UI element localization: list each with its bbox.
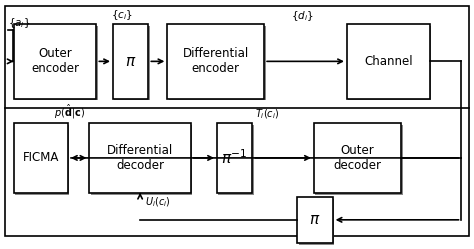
Bar — [15, 26, 98, 101]
Text: $\pi^{-1}$: $\pi^{-1}$ — [221, 149, 248, 167]
Bar — [167, 24, 264, 99]
Text: $\{a_i\}$: $\{a_i\}$ — [8, 17, 30, 30]
Text: $U_i(c_i)$: $U_i(c_i)$ — [145, 195, 171, 209]
Text: Outer
encoder: Outer encoder — [31, 47, 79, 75]
Bar — [299, 199, 334, 245]
Text: $T_i(c_i)$: $T_i(c_i)$ — [255, 107, 279, 121]
Text: Differential
decoder: Differential decoder — [107, 144, 173, 172]
Bar — [113, 24, 148, 99]
Bar — [89, 123, 191, 192]
Text: $\{c_i\}$: $\{c_i\}$ — [110, 8, 133, 22]
Bar — [14, 24, 96, 99]
Text: FICMA: FICMA — [23, 151, 59, 164]
Bar — [314, 123, 401, 192]
Bar — [15, 125, 70, 194]
Text: Outer
decoder: Outer decoder — [334, 144, 382, 172]
Bar — [315, 125, 402, 194]
Bar — [219, 125, 254, 194]
Bar — [14, 123, 68, 192]
Bar — [114, 26, 150, 101]
Bar — [297, 197, 333, 243]
Text: $\pi$: $\pi$ — [310, 212, 321, 227]
Text: Differential
encoder: Differential encoder — [182, 47, 249, 75]
Text: $\{d_i\}$: $\{d_i\}$ — [292, 9, 314, 23]
Bar — [348, 26, 431, 101]
Text: $\pi$: $\pi$ — [125, 54, 137, 69]
Bar — [347, 24, 429, 99]
Bar — [91, 125, 192, 194]
Text: Channel: Channel — [364, 55, 412, 68]
Text: $p(\hat{\mathbf{d}}|\mathbf{c})$: $p(\hat{\mathbf{d}}|\mathbf{c})$ — [54, 103, 84, 121]
Bar — [169, 26, 265, 101]
Bar — [217, 123, 252, 192]
